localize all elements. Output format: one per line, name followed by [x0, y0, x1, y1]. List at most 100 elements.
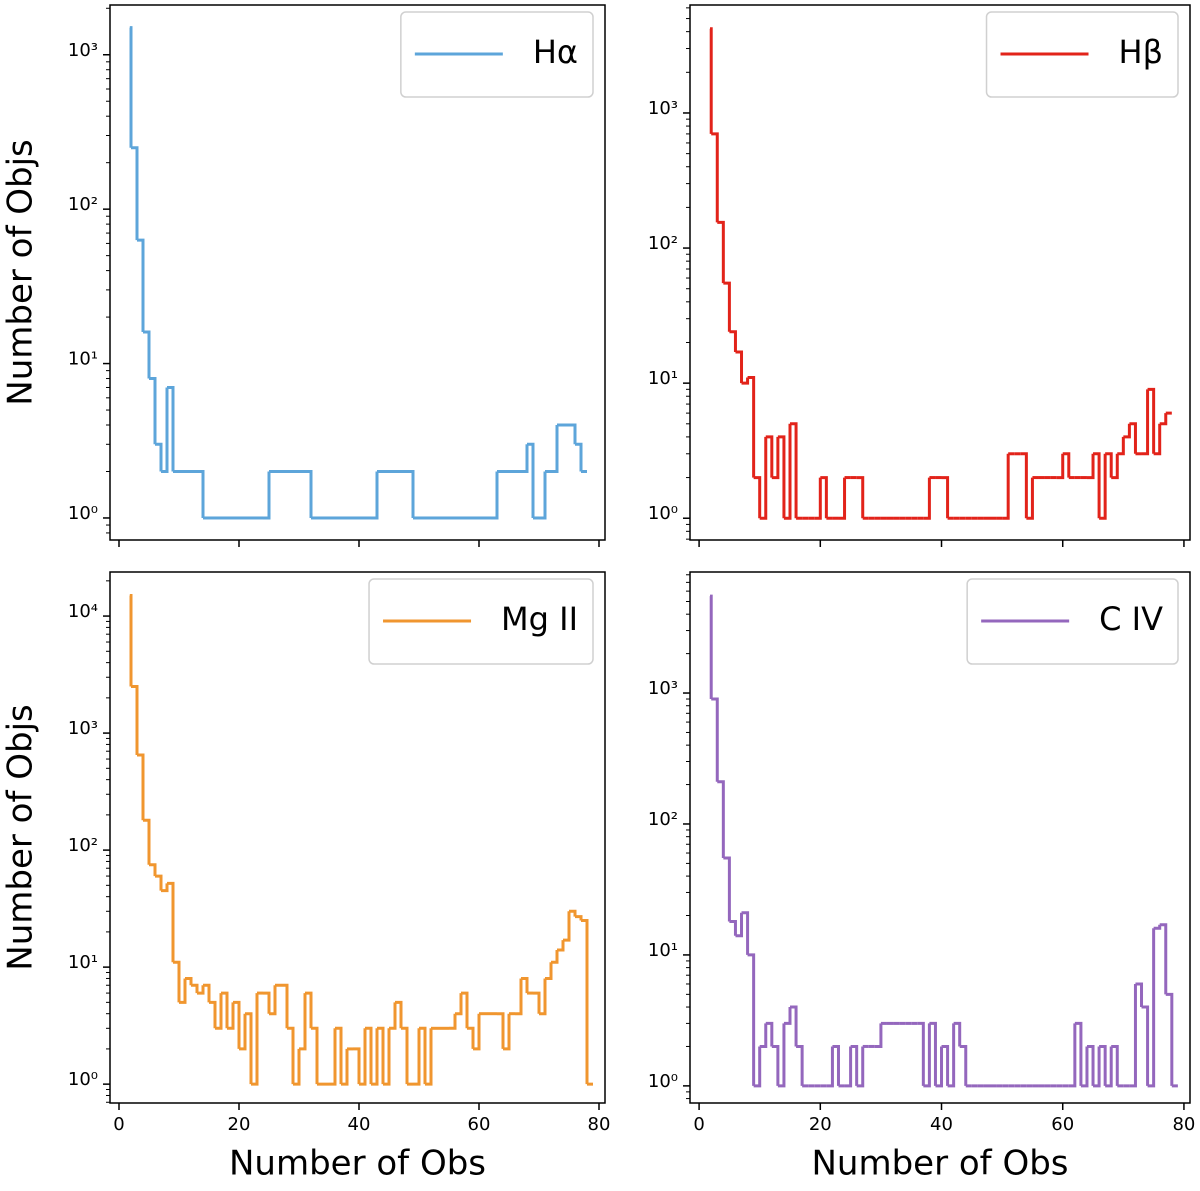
hist-step — [1147, 928, 1156, 1088]
hist-step — [545, 962, 553, 980]
hist-step — [167, 385, 175, 472]
axes-frame — [109, 571, 606, 1104]
plot-area — [129, 593, 593, 1086]
y-tick-label: 10² — [648, 809, 678, 830]
plot-area — [709, 27, 1172, 520]
axes-frame — [109, 4, 606, 541]
hist-step — [1086, 1044, 1095, 1086]
hist-step — [155, 442, 163, 472]
hist-step — [401, 1026, 409, 1085]
hist-step — [1105, 452, 1113, 478]
hist-step — [1093, 452, 1101, 519]
hist-step — [959, 1044, 968, 1086]
hist-step — [129, 593, 133, 687]
hist-step — [723, 856, 731, 922]
hist-step — [371, 1028, 379, 1086]
hist-step — [245, 1012, 253, 1085]
legend: Mg II — [368, 578, 594, 665]
hist-step — [143, 818, 151, 865]
hist-step — [717, 220, 725, 284]
hist-step — [777, 435, 786, 519]
x-tick-label: 20 — [809, 1114, 832, 1135]
hist-step — [1074, 1021, 1083, 1086]
hist-step — [711, 132, 719, 223]
hist-step — [143, 330, 151, 379]
hist-step — [1105, 1046, 1113, 1088]
hist-step — [783, 1007, 792, 1025]
hist-step — [179, 978, 187, 1004]
hist-step — [551, 425, 559, 473]
hist-step — [263, 991, 271, 1014]
hist-step — [497, 1012, 505, 1049]
hist-step — [1159, 923, 1168, 995]
hist-step — [149, 863, 157, 877]
hist-step — [383, 1028, 391, 1086]
hist-step — [765, 1021, 774, 1047]
hist-step — [1068, 1023, 1077, 1088]
hist-step — [814, 477, 822, 520]
hist-step — [563, 911, 571, 942]
hist-step — [1141, 389, 1150, 456]
hist-step — [717, 780, 725, 858]
hist-step — [723, 281, 731, 332]
hist-step — [1165, 992, 1174, 1086]
plot-area — [129, 26, 587, 520]
y-tick-label: 10³ — [648, 98, 678, 119]
legend-frame — [966, 578, 1179, 665]
hist-step — [941, 476, 950, 519]
hist-step — [850, 1044, 859, 1086]
hist-step — [341, 1048, 349, 1086]
hist-step — [917, 1021, 925, 1086]
hist-step — [1153, 423, 1162, 456]
legend-label: Mg II — [501, 600, 578, 638]
hist-step — [777, 1023, 786, 1088]
hist-step — [1080, 1046, 1089, 1088]
hist-step — [1020, 452, 1028, 519]
hist-step — [1111, 453, 1119, 480]
y-tick-label: 10⁰ — [68, 503, 98, 524]
hist-step — [227, 1002, 235, 1030]
hist-step — [233, 1000, 241, 1049]
hist-step — [539, 471, 547, 520]
hist-step — [185, 976, 193, 986]
hist-step — [741, 911, 750, 955]
hist-step — [281, 983, 289, 1029]
hist-step — [783, 423, 792, 520]
y-axis-label: Number of Objs — [1, 704, 41, 970]
hist-step — [941, 1044, 950, 1086]
legend-frame — [368, 578, 594, 665]
x-tick-label: 80 — [1172, 1114, 1195, 1135]
hist-step — [371, 471, 379, 520]
x-tick-label: 80 — [588, 1114, 611, 1135]
hist-step — [131, 146, 139, 241]
hist-step — [1062, 452, 1071, 478]
hist-step — [711, 697, 719, 782]
hist-step — [771, 436, 780, 480]
y-tick-label: 10⁰ — [648, 503, 678, 524]
hist-step — [335, 1026, 343, 1085]
y-axis-label: Number of Objs — [1, 139, 41, 405]
y-tick-label: 10¹ — [68, 349, 98, 370]
y-tick-label: 10² — [648, 233, 678, 254]
hist-step — [1086, 453, 1095, 480]
hist-step — [521, 976, 529, 994]
hist-step — [209, 1000, 217, 1029]
hist-step — [377, 1026, 385, 1085]
hist-step — [1147, 387, 1156, 454]
hist-step — [191, 983, 199, 994]
plot-area — [709, 594, 1178, 1088]
hist-step — [329, 1028, 337, 1086]
x-axis-label: Number of Obs — [229, 1144, 486, 1184]
hist-step — [735, 350, 744, 384]
hist-step — [413, 1028, 421, 1086]
hist-step — [1123, 423, 1131, 439]
hist-step — [747, 376, 756, 478]
legend: Hβ — [985, 11, 1179, 98]
hist-step — [1111, 1044, 1119, 1086]
y-tick-label: 10² — [68, 835, 98, 856]
axes-frame — [689, 4, 1191, 541]
hist-step — [759, 1023, 768, 1048]
hist-step — [167, 881, 175, 963]
hist-step — [461, 991, 469, 1029]
hist-step — [709, 594, 713, 700]
